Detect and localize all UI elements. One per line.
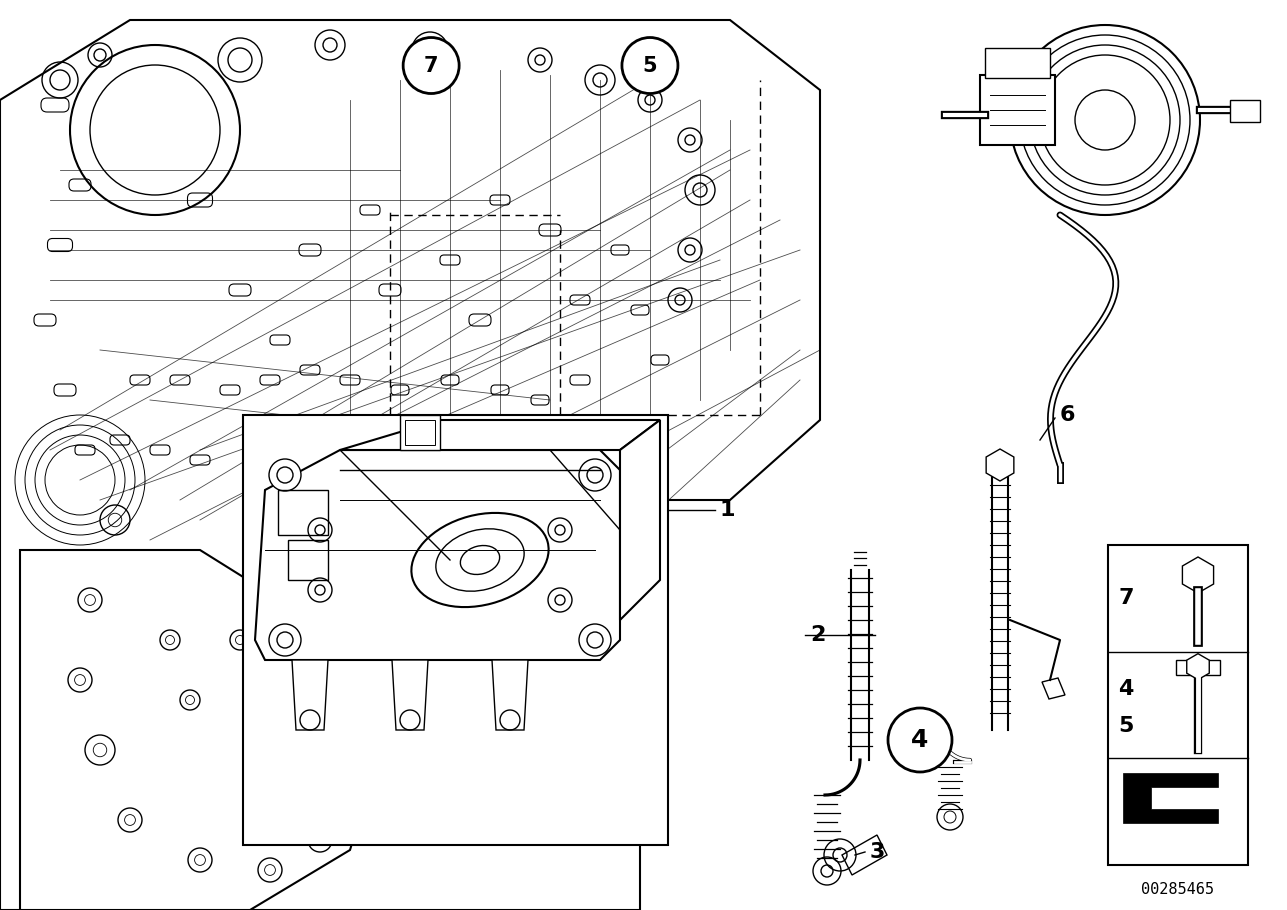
Circle shape — [269, 624, 301, 656]
Circle shape — [622, 37, 678, 94]
Text: 5: 5 — [1118, 716, 1134, 736]
Polygon shape — [255, 450, 620, 660]
Text: 2: 2 — [810, 625, 825, 645]
Bar — [1176, 660, 1220, 674]
Bar — [985, 48, 1050, 78]
Text: 4: 4 — [911, 728, 929, 752]
Circle shape — [579, 624, 611, 656]
Text: 1: 1 — [719, 500, 735, 520]
Polygon shape — [492, 660, 528, 730]
Polygon shape — [1124, 774, 1218, 824]
Bar — [405, 420, 435, 445]
Bar — [243, 415, 668, 845]
Bar — [979, 75, 1055, 145]
Bar — [1108, 545, 1248, 865]
Text: 00285465: 00285465 — [1142, 883, 1215, 897]
Text: 4: 4 — [1118, 679, 1134, 699]
Bar — [1230, 100, 1260, 122]
Polygon shape — [620, 420, 660, 620]
Text: 7: 7 — [423, 56, 439, 76]
Bar — [400, 415, 440, 450]
Polygon shape — [1187, 653, 1210, 680]
Polygon shape — [393, 660, 429, 730]
Ellipse shape — [412, 513, 548, 607]
Polygon shape — [0, 20, 820, 910]
Text: 5: 5 — [642, 56, 658, 76]
Polygon shape — [986, 449, 1014, 481]
Text: 7: 7 — [1118, 589, 1134, 608]
Text: 6: 6 — [1060, 405, 1076, 425]
Circle shape — [269, 459, 301, 491]
Polygon shape — [1183, 557, 1214, 593]
Text: 3: 3 — [870, 842, 885, 862]
Circle shape — [579, 459, 611, 491]
Circle shape — [888, 708, 952, 772]
Bar — [288, 540, 328, 580]
Bar — [278, 490, 328, 535]
Circle shape — [403, 37, 459, 94]
Polygon shape — [21, 550, 380, 910]
Polygon shape — [292, 660, 328, 730]
Polygon shape — [340, 420, 660, 450]
